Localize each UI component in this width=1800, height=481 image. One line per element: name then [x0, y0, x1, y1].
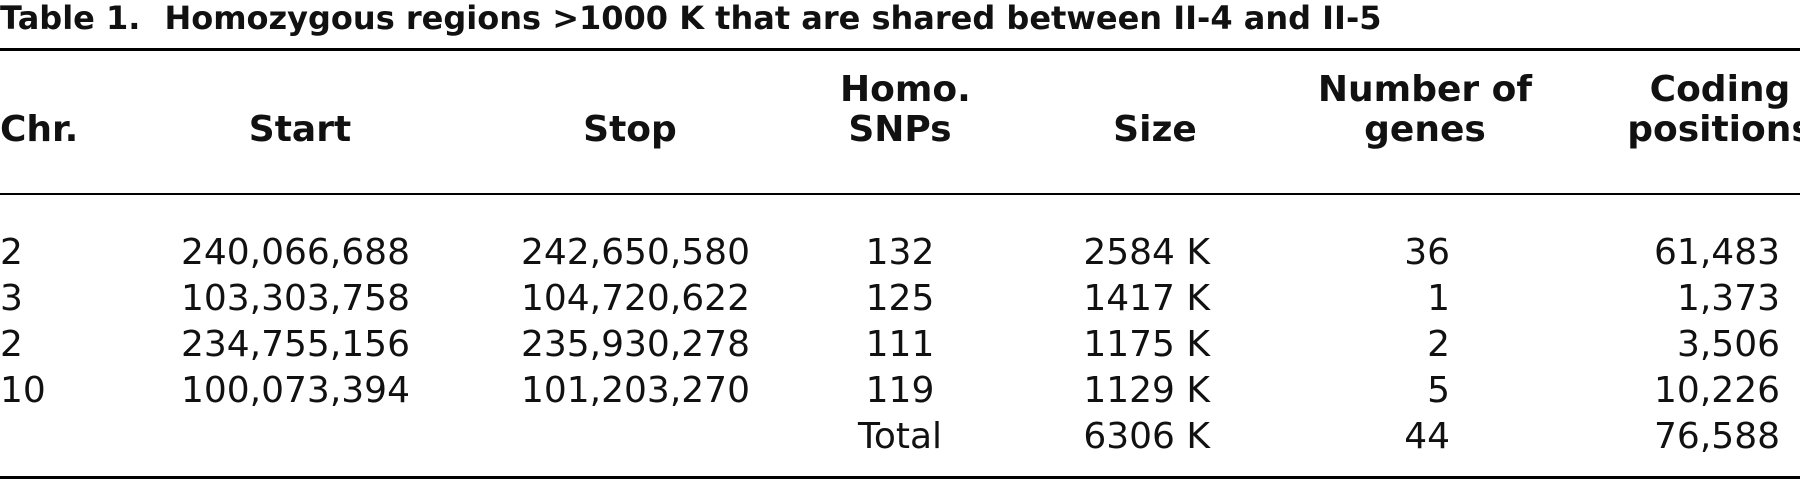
cell-chr: 2: [0, 324, 23, 365]
header-coding-line1: Coding: [1649, 69, 1791, 110]
cell-start: 234,755,156: [180, 324, 410, 365]
cell-genes: 5: [1427, 370, 1450, 411]
header-genes-line2: genes: [1364, 109, 1486, 150]
top-rule: [0, 48, 1800, 51]
header-coding-line2: positions: [1627, 109, 1800, 150]
cell-snps: 132: [865, 232, 935, 273]
cell-size: 1129 K: [1083, 370, 1210, 411]
cell-coding: 61,483: [1654, 232, 1780, 273]
cell-coding: 3,506: [1676, 324, 1780, 365]
total-genes: 44: [1404, 416, 1450, 457]
total-size: 6306 K: [1083, 416, 1210, 457]
cell-genes: 1: [1427, 278, 1450, 319]
header-start: Start: [248, 109, 352, 150]
total-coding: 76,588: [1654, 416, 1780, 457]
table-title: Homozygous regions >1000 K that are shar…: [164, 0, 1382, 37]
cell-start: 100,073,394: [180, 370, 410, 411]
table-caption: Table 1. Homozygous regions >1000 K that …: [0, 0, 1382, 46]
cell-genes: 2: [1427, 324, 1450, 365]
cell-size: 1175 K: [1083, 324, 1210, 365]
bottom-rule: [0, 476, 1800, 479]
header-chr: Chr.: [0, 109, 79, 150]
cell-size: 2584 K: [1083, 232, 1210, 273]
cell-stop: 242,650,580: [520, 232, 750, 273]
header-genes-line1: Number of: [1317, 69, 1533, 110]
cell-snps: 125: [865, 278, 935, 319]
cell-chr: 3: [0, 278, 23, 319]
cell-stop: 235,930,278: [520, 324, 750, 365]
cell-genes: 36: [1404, 232, 1450, 273]
cell-coding: 10,226: [1654, 370, 1780, 411]
cell-coding: 1,373: [1676, 278, 1780, 319]
table-label: Table 1.: [0, 0, 141, 37]
header-rule: [0, 193, 1800, 195]
cell-start: 103,303,758: [180, 278, 410, 319]
cell-size: 1417 K: [1083, 278, 1210, 319]
cell-chr: 10: [0, 370, 46, 411]
total-label: Total: [857, 416, 943, 457]
cell-stop: 101,203,270: [520, 370, 750, 411]
cell-start: 240,066,688: [180, 232, 410, 273]
cell-stop: 104,720,622: [520, 278, 750, 319]
cell-snps: 119: [865, 370, 935, 411]
header-stop: Stop: [583, 109, 677, 150]
header-homo-snps-line2: SNPs: [848, 109, 952, 150]
cell-chr: 2: [0, 232, 23, 273]
cell-snps: 111: [865, 324, 935, 365]
header-homo-snps-line1: Homo.: [840, 69, 971, 110]
header-size: Size: [1113, 109, 1197, 150]
